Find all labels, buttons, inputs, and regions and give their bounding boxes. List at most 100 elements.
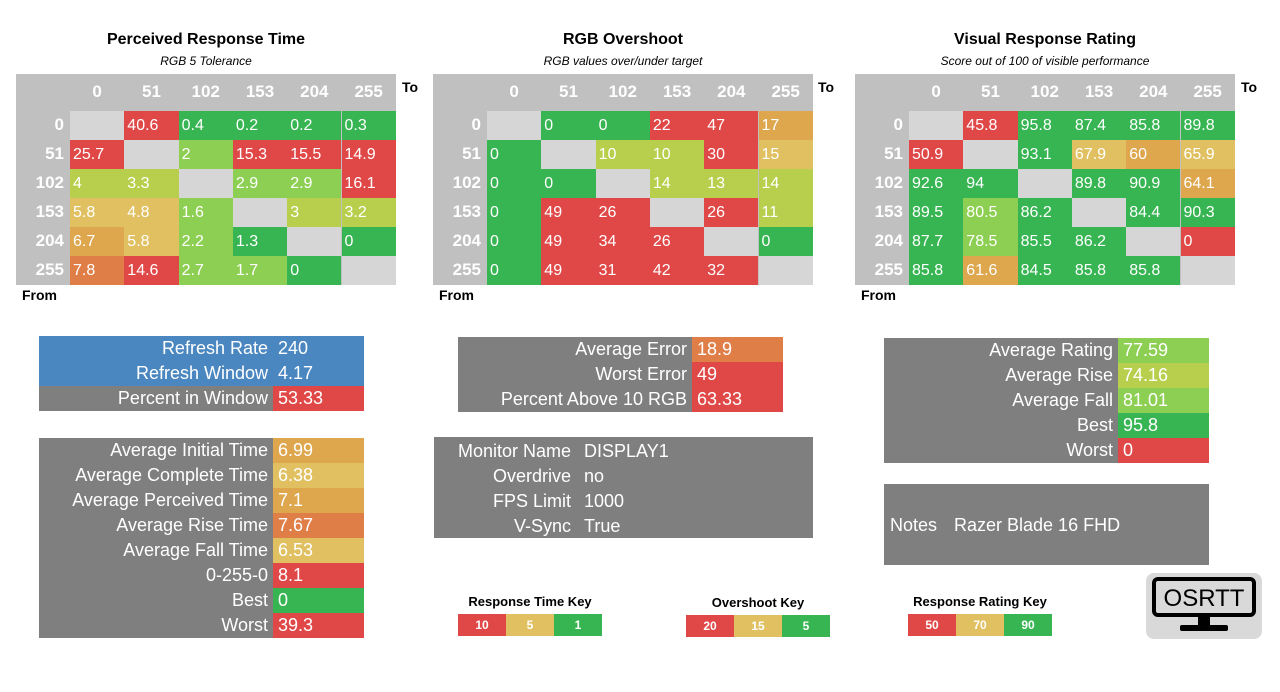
matrix-cell: 14.9 bbox=[341, 140, 396, 169]
stat-label: Worst bbox=[39, 613, 273, 638]
column-header: 51 bbox=[980, 82, 1000, 101]
matrix-cell: 67.9 bbox=[1071, 140, 1127, 169]
stat-row: Worst Error 49 bbox=[458, 362, 783, 387]
overshoot-error-stats-table: Average Error 18.9 Worst Error 49 Percent Ab… bbox=[458, 337, 783, 412]
matrix-cell: 34 bbox=[595, 227, 650, 256]
row-header: 153 bbox=[452, 202, 481, 221]
matrix-cell: 89.8 bbox=[1180, 111, 1235, 140]
monitor-info-value: 1000 bbox=[584, 491, 625, 511]
matrix-cell: 0 bbox=[541, 169, 596, 198]
column-header: 255 bbox=[354, 82, 383, 101]
row-header: 102 bbox=[35, 173, 64, 192]
stat-row: Average Initial Time 6.99 bbox=[39, 438, 364, 463]
stat-label: Best bbox=[39, 588, 273, 613]
stat-row: Worst 39.3 bbox=[39, 613, 364, 638]
matrix-cell: 25.7 bbox=[70, 140, 125, 169]
stat-value: 18.9 bbox=[692, 337, 783, 362]
matrix-cell: 92.6 bbox=[909, 169, 964, 198]
matrix-subtitle: RGB 5 Tolerance bbox=[160, 54, 252, 68]
stat-value: 8.1 bbox=[273, 563, 364, 588]
matrix-cell: 16.1 bbox=[341, 169, 396, 198]
matrix-cell: 26 bbox=[649, 227, 705, 256]
matrix-cell: 10 bbox=[595, 140, 650, 169]
stat-label: Average Rise bbox=[884, 363, 1118, 388]
monitor-info-value: no bbox=[584, 466, 605, 486]
matrix-subtitle: RGB values over/under target bbox=[543, 54, 703, 68]
matrix-cell: 3.3 bbox=[124, 169, 179, 198]
matrix-cell: 93.1 bbox=[1017, 140, 1072, 169]
stat-row: Average Fall Time 6.53 bbox=[39, 538, 364, 563]
rgb-overshoot-matrix: 0 51 102 153 204 255 0 51 102 153 204 255 0 0 22 47 17 0 1… bbox=[433, 74, 813, 285]
monitor-info-value: DISPLAY1 bbox=[584, 441, 669, 461]
perceived-response-time-matrix: 0 51 102 153 204 255 0 51 102 153 204 255 40.6 0.4 0.2… bbox=[16, 74, 396, 285]
stat-value: 240 bbox=[273, 336, 364, 361]
matrix-cell bbox=[70, 111, 125, 140]
matrix-cell: 64.1 bbox=[1180, 169, 1235, 198]
stat-row: Percent Above 10 RGB 63.33 bbox=[458, 387, 783, 412]
matrix-cell: 45.8 bbox=[963, 111, 1018, 140]
stat-label: Average Perceived Time bbox=[39, 488, 273, 513]
matrix-cell: 11 bbox=[758, 198, 813, 227]
monitor-icon: OSRTT bbox=[1152, 577, 1256, 631]
matrix-cell: 87.4 bbox=[1071, 111, 1127, 140]
notes-label: Notes bbox=[890, 515, 938, 535]
column-header: 204 bbox=[300, 82, 329, 101]
stat-label: Average Fall Time bbox=[39, 538, 273, 563]
matrix-cell: 15.5 bbox=[287, 140, 342, 169]
matrix-cell: 84.4 bbox=[1126, 198, 1181, 227]
matrix-cell: 14.6 bbox=[124, 256, 179, 285]
stat-row: Percent in Window 53.33 bbox=[39, 386, 364, 411]
matrix-cell: 4.8 bbox=[124, 198, 179, 227]
stat-value: 6.38 bbox=[273, 463, 364, 488]
matrix-title: Perceived Response Time bbox=[106, 31, 306, 48]
rating-stats-table: Average Rating 77.59 Average Rise 74.16 Aver… bbox=[884, 338, 1209, 463]
matrix-cell: 0.2 bbox=[287, 111, 342, 140]
matrix-cell: 13 bbox=[704, 169, 759, 198]
matrix-cell: 61.6 bbox=[963, 256, 1018, 285]
stat-label: Percent in Window bbox=[39, 386, 273, 411]
matrix-cell: 15 bbox=[758, 140, 813, 169]
matrix-cell bbox=[487, 111, 542, 140]
key-swatch: 5 bbox=[782, 615, 830, 637]
stat-row: Average Perceived Time 7.1 bbox=[39, 488, 364, 513]
matrix-cell: 3.2 bbox=[341, 198, 396, 227]
matrix-cell: 17 bbox=[758, 111, 813, 140]
matrix-cell: 86.2 bbox=[1071, 227, 1127, 256]
matrix-cell: 0 bbox=[1180, 227, 1235, 256]
stat-value: 74.16 bbox=[1118, 363, 1209, 388]
matrix-cell: 32 bbox=[704, 256, 759, 285]
matrix-cell: 6.7 bbox=[70, 227, 125, 256]
matrix-cell: 0 bbox=[487, 169, 542, 198]
matrix-cell bbox=[963, 140, 1018, 169]
stat-label: Average Rating bbox=[884, 338, 1118, 363]
column-header: 0 bbox=[931, 82, 941, 101]
column-header: 102 bbox=[1030, 82, 1059, 101]
notes-box: Notes Razer Blade 16 FHD bbox=[884, 484, 1209, 565]
matrix-cell: 86.2 bbox=[1017, 198, 1072, 227]
osrtt-logo: OSRTT bbox=[1146, 573, 1262, 639]
stat-label: Percent Above 10 RGB bbox=[458, 387, 692, 412]
matrix-cell: 85.8 bbox=[1126, 256, 1181, 285]
row-header: 255 bbox=[35, 260, 64, 279]
stat-row: Average Rating 77.59 bbox=[884, 338, 1209, 363]
visual-response-rating-matrix: 0 51 102 153 204 255 0 51 102 153 204 255 45.8 95.8 87… bbox=[855, 74, 1235, 285]
key-swatch: 10 bbox=[458, 614, 506, 636]
matrix-cell: 80.5 bbox=[963, 198, 1018, 227]
stat-label: Worst Error bbox=[458, 362, 692, 387]
matrix-cell: 0 bbox=[758, 227, 813, 256]
column-header: 51 bbox=[141, 82, 161, 101]
matrix-cell: 47 bbox=[704, 111, 759, 140]
key-swatch: 70 bbox=[956, 614, 1004, 636]
matrix-cell: 22 bbox=[649, 111, 705, 140]
matrix-cell: 85.5 bbox=[1017, 227, 1072, 256]
stat-value: 53.33 bbox=[273, 386, 364, 411]
key-swatch: 90 bbox=[1004, 614, 1052, 636]
matrix-cell: 40.6 bbox=[124, 111, 179, 140]
matrix-cell: 3 bbox=[287, 198, 342, 227]
matrix-cell: 0 bbox=[595, 111, 650, 140]
stat-label: Average Complete Time bbox=[39, 463, 273, 488]
matrix-cell: 0.3 bbox=[341, 111, 396, 140]
column-header: 204 bbox=[717, 82, 746, 101]
matrix-cell: 30 bbox=[704, 140, 759, 169]
matrix-cell: 90.9 bbox=[1126, 169, 1181, 198]
